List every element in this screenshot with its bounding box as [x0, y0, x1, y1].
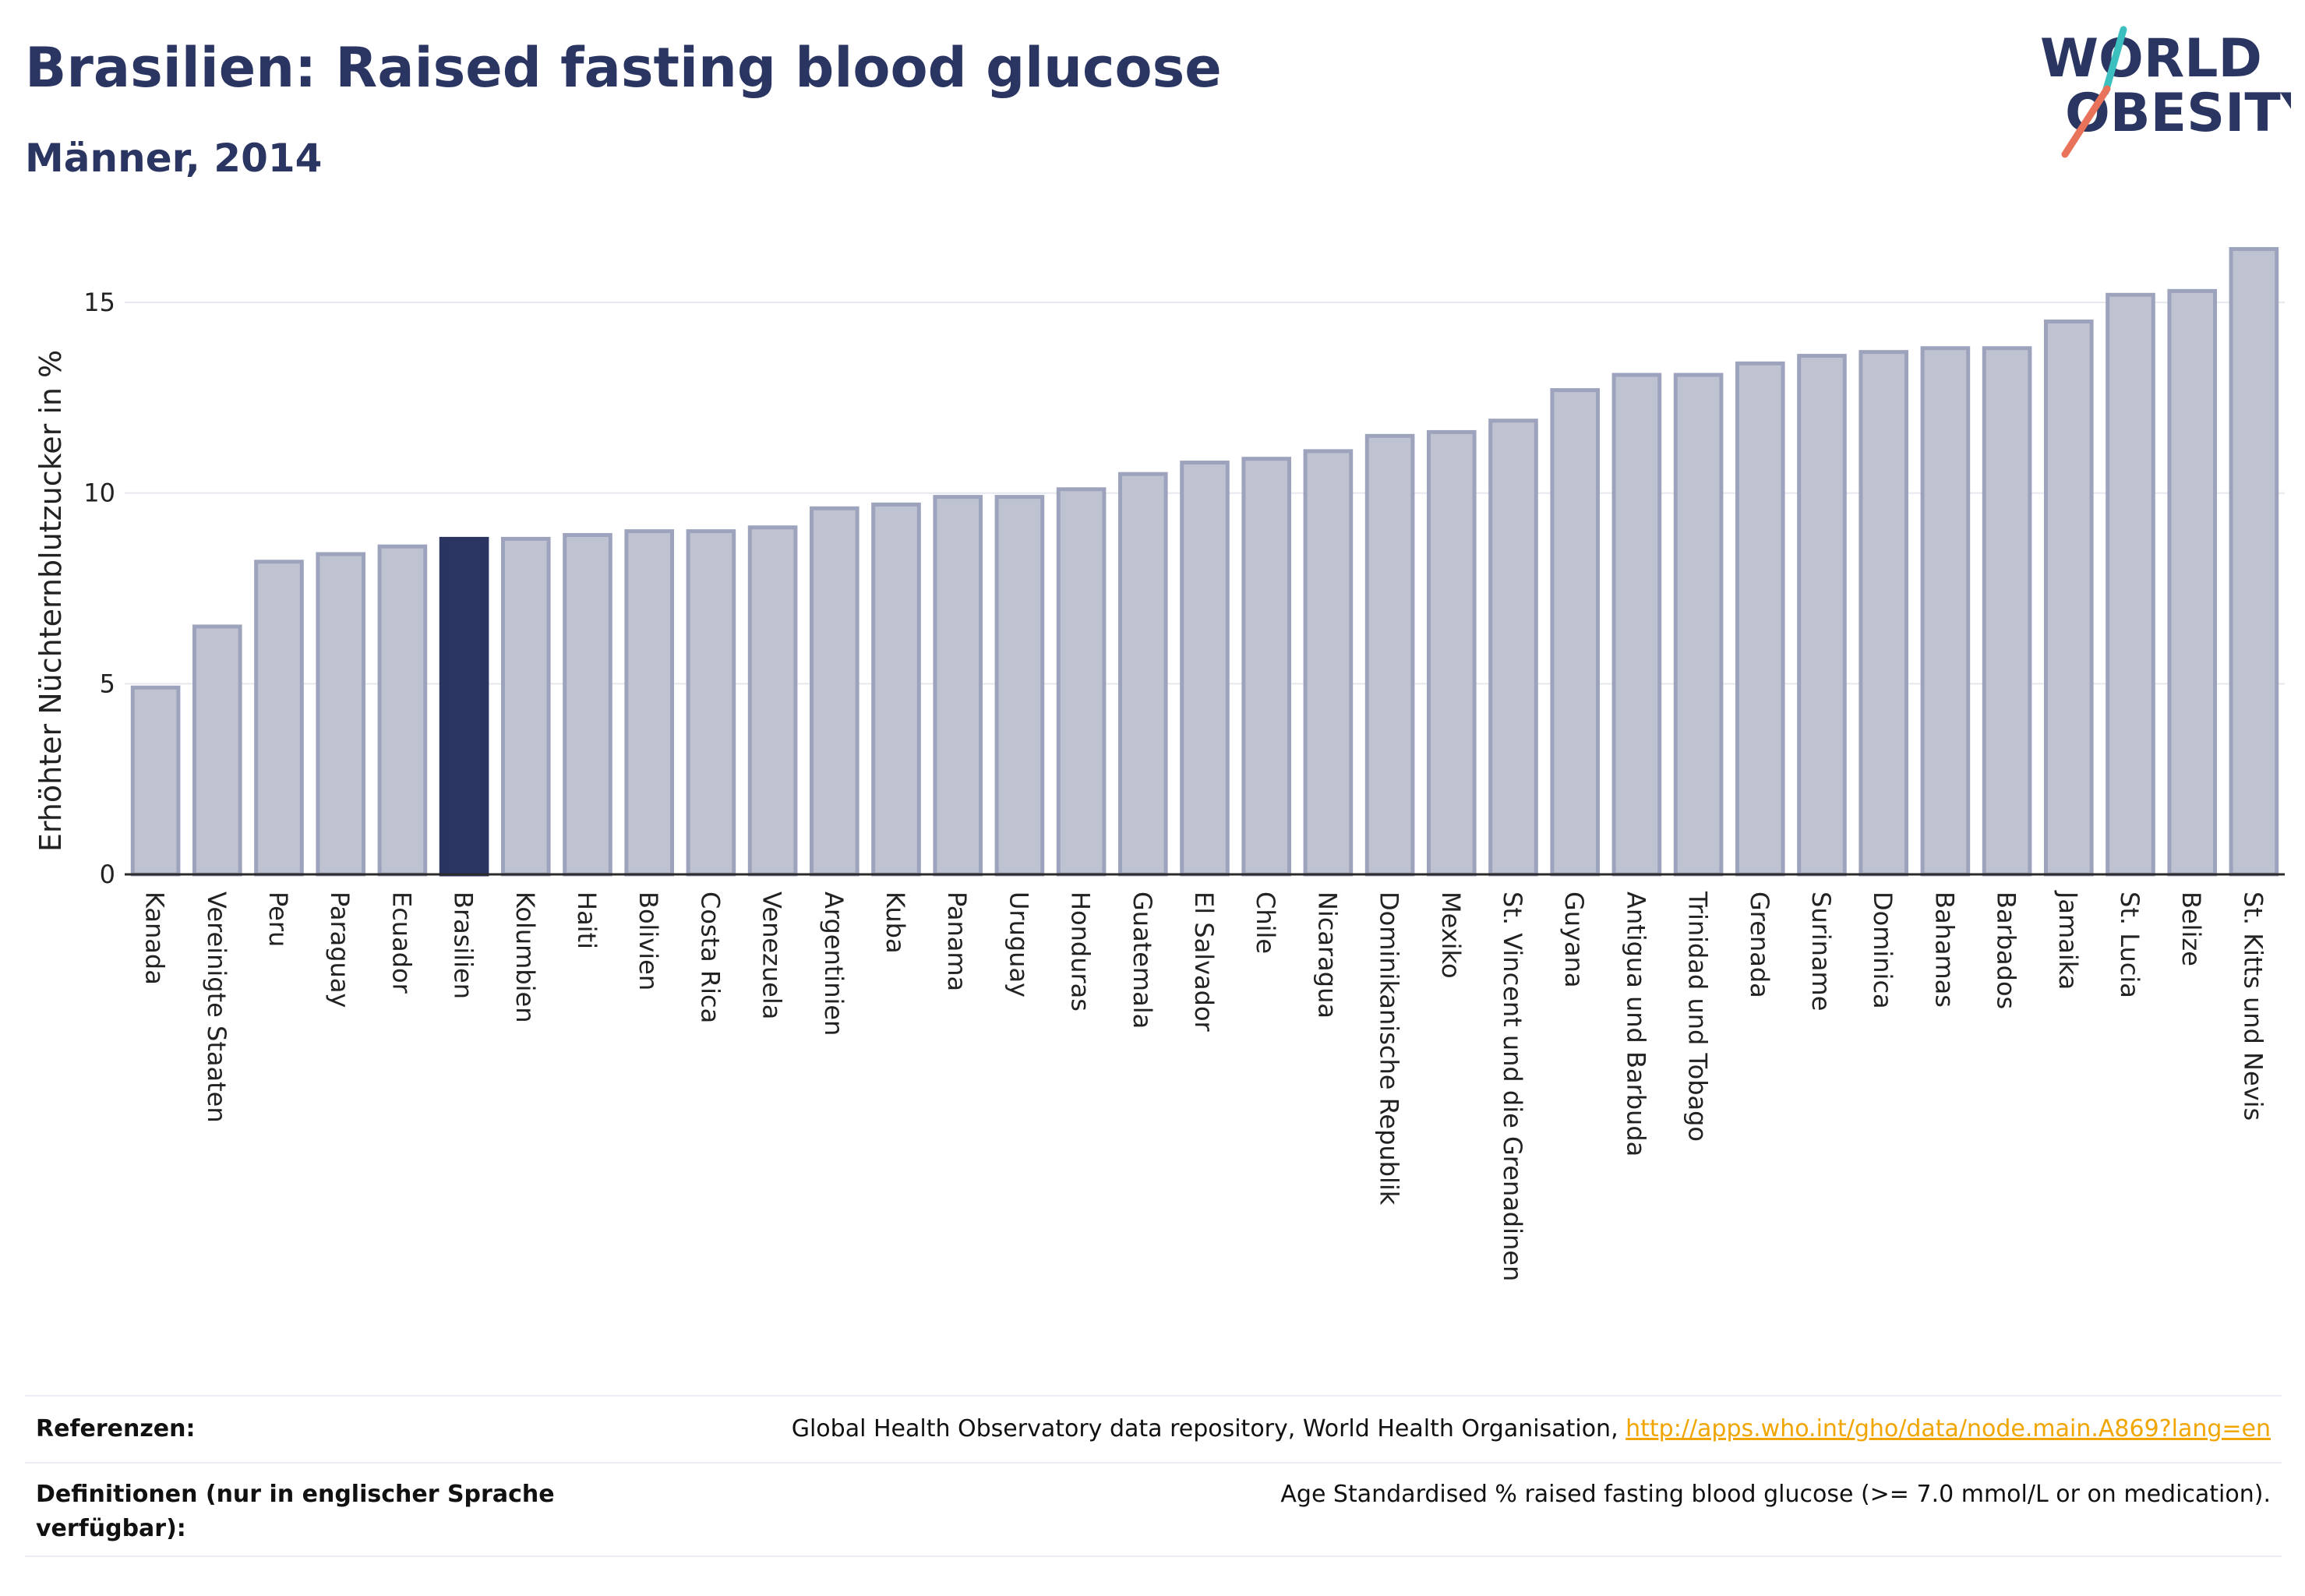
chart-subtitle: Männer, 2014	[25, 136, 323, 181]
definitions-value: Age Standardised % raised fasting blood …	[1280, 1481, 2271, 1508]
x-category-label: Costa Rica	[695, 892, 725, 1023]
bar-highlighted	[439, 536, 489, 877]
bar	[2229, 247, 2279, 877]
bar	[1364, 433, 1415, 877]
y-tick-label: 15	[83, 288, 115, 317]
y-axis-title: Erhöhter Nüchternblutzucker in %	[34, 350, 68, 852]
footer-divider-middle	[25, 1462, 2282, 1464]
x-category-label: Chile	[1251, 892, 1280, 954]
bars	[130, 247, 2279, 877]
bar	[2043, 320, 2094, 877]
x-category-label: El Salvador	[1189, 892, 1219, 1033]
definitions-label: Definitionen (nur in englischer Sprache …	[36, 1481, 555, 1542]
bar-chart: 0 5 10 15 Kanada Vereinigte Staaten Peru Parag…	[34, 247, 2285, 1281]
x-category-label: Grenada	[1745, 892, 1774, 998]
x-category-label: St. Kitts und Nevis	[2238, 892, 2268, 1121]
x-category-label: Kolumbien	[510, 892, 540, 1022]
y-tick-label: 5	[100, 669, 115, 698]
bar	[500, 536, 551, 877]
y-tick-labels: 0 5 10 15	[83, 288, 115, 889]
bar	[1550, 388, 1601, 877]
bar	[1180, 461, 1230, 877]
x-category-label: Mexiko	[1436, 892, 1466, 979]
x-category-label: Argentinien	[819, 892, 849, 1036]
bar	[192, 624, 242, 877]
chart-title: Brasilien: Raised fasting blood glucose	[25, 36, 1222, 100]
x-category-label: Paraguay	[325, 892, 355, 1008]
bar	[1611, 373, 1662, 877]
bar	[994, 495, 1045, 877]
x-category-label: Haiti	[572, 892, 602, 949]
bar	[2106, 292, 2155, 877]
x-category-label: Suriname	[1806, 892, 1836, 1011]
bar	[624, 529, 675, 877]
x-category-label: St. Lucia	[2115, 892, 2144, 998]
x-category-label: Dominikanische Republik	[1375, 892, 1404, 1206]
x-category-label: Uruguay	[1004, 892, 1033, 998]
bar	[377, 544, 428, 877]
bar	[254, 560, 304, 877]
x-category-labels: Kanada Vereinigte Staaten Peru Paraguay Ecua…	[140, 890, 2268, 1281]
x-category-label: Ecuador	[387, 892, 416, 994]
footer-divider-top	[25, 1395, 2282, 1396]
logo-slash-bottom	[2061, 85, 2111, 158]
x-category-label: Trinidad und Tobago	[1683, 891, 1713, 1142]
x-category-label: Kanada	[140, 892, 170, 985]
x-category-label: Honduras	[1066, 892, 1096, 1012]
references-link[interactable]: http://apps.who.int/gho/data/node.main.A…	[1626, 1415, 2271, 1442]
references-text: Global Health Observatory data repositor…	[791, 1415, 1626, 1442]
x-category-label: Bahamas	[1929, 892, 1959, 1008]
x-category-label: Venezuela	[757, 892, 787, 1019]
bar	[1241, 457, 1292, 877]
bar	[1117, 471, 1168, 877]
logo-slash-top	[2102, 26, 2127, 96]
bar	[1920, 346, 1971, 877]
x-category-label: Kuba	[881, 892, 910, 954]
x-category-label: Barbados	[1992, 892, 2021, 1009]
bar	[1797, 354, 1847, 877]
x-category-label: Belize	[2176, 892, 2206, 966]
bar	[933, 495, 983, 877]
bar	[130, 685, 181, 877]
bar	[871, 502, 921, 877]
footer: Referenzen: Global Health Observatory da…	[25, 1395, 2282, 1566]
bar	[747, 525, 798, 877]
bar	[1488, 418, 1538, 877]
bar	[809, 506, 860, 877]
x-category-label: Panama	[942, 892, 972, 991]
bar	[1858, 350, 1909, 877]
logo-line1: WORLD	[2040, 28, 2262, 90]
x-category-label: Dominica	[1868, 892, 1897, 1009]
bar	[316, 552, 366, 877]
x-category-label: Jamaika	[2053, 890, 2083, 990]
bar	[563, 533, 612, 877]
x-category-label: Antigua und Barbuda	[1621, 892, 1650, 1156]
references-label: Referenzen:	[36, 1415, 196, 1442]
bar	[2167, 288, 2218, 877]
bar	[1735, 361, 1785, 877]
bar	[1982, 346, 2032, 877]
x-category-label: Brasilien	[449, 892, 478, 999]
references-value: Global Health Observatory data repositor…	[792, 1412, 2271, 1446]
bar	[686, 529, 736, 877]
y-tick-label: 10	[83, 478, 115, 508]
bar	[1673, 373, 1724, 877]
x-category-label: Bolivien	[634, 892, 663, 990]
bar	[1303, 449, 1354, 877]
x-category-label: Vereinigte Staaten	[202, 892, 231, 1123]
x-category-label: Peru	[263, 892, 293, 947]
x-category-label: Guatemala	[1128, 892, 1157, 1029]
world-obesity-logo: WORLD OBESITY	[2040, 26, 2291, 158]
bar	[1056, 487, 1107, 877]
y-tick-label: 0	[100, 860, 115, 889]
footer-divider-bottom	[25, 1555, 2282, 1557]
x-category-label: Guyana	[1559, 892, 1589, 988]
bar	[1426, 429, 1477, 877]
x-category-label: St. Vincent und die Grenadinen	[1498, 892, 1527, 1281]
x-category-label: Nicaragua	[1312, 892, 1342, 1019]
